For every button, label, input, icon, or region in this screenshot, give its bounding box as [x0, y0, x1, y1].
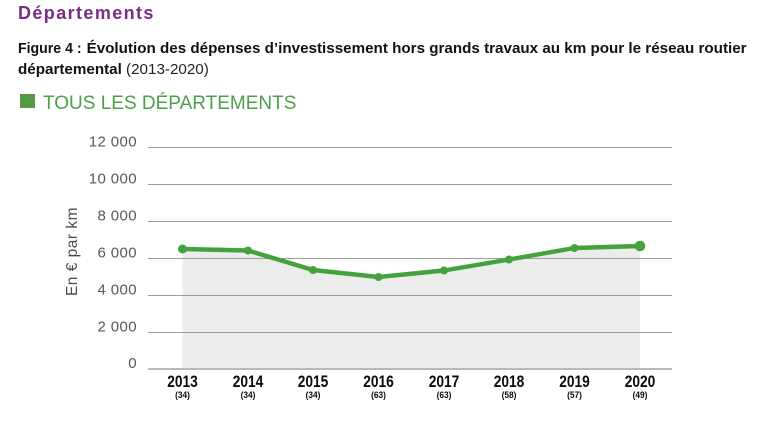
svg-text:2016: 2016	[363, 372, 394, 391]
svg-text:2013: 2013	[167, 372, 198, 391]
svg-text:2020: 2020	[625, 372, 656, 391]
svg-text:2015: 2015	[298, 372, 329, 391]
svg-text:8 000: 8 000	[97, 208, 137, 225]
svg-text:0: 0	[128, 355, 137, 372]
svg-text:(34): (34)	[175, 390, 190, 400]
svg-text:En € par km: En € par km	[64, 207, 81, 296]
svg-text:(58): (58)	[502, 390, 517, 400]
svg-text:2018: 2018	[494, 372, 525, 391]
svg-text:2014: 2014	[233, 372, 264, 391]
svg-text:12 000: 12 000	[89, 134, 137, 151]
svg-text:(57): (57)	[567, 390, 582, 400]
svg-text:4 000: 4 000	[97, 282, 137, 299]
svg-text:2019: 2019	[559, 372, 590, 391]
svg-text:6 000: 6 000	[97, 245, 137, 262]
svg-text:10 000: 10 000	[89, 171, 137, 188]
svg-text:(63): (63)	[437, 390, 452, 400]
svg-text:(63): (63)	[371, 390, 386, 400]
svg-text:2 000: 2 000	[97, 319, 137, 336]
svg-text:(34): (34)	[306, 390, 321, 400]
svg-text:(49): (49)	[633, 390, 648, 400]
svg-text:2017: 2017	[429, 372, 460, 391]
svg-text:(34): (34)	[241, 390, 256, 400]
